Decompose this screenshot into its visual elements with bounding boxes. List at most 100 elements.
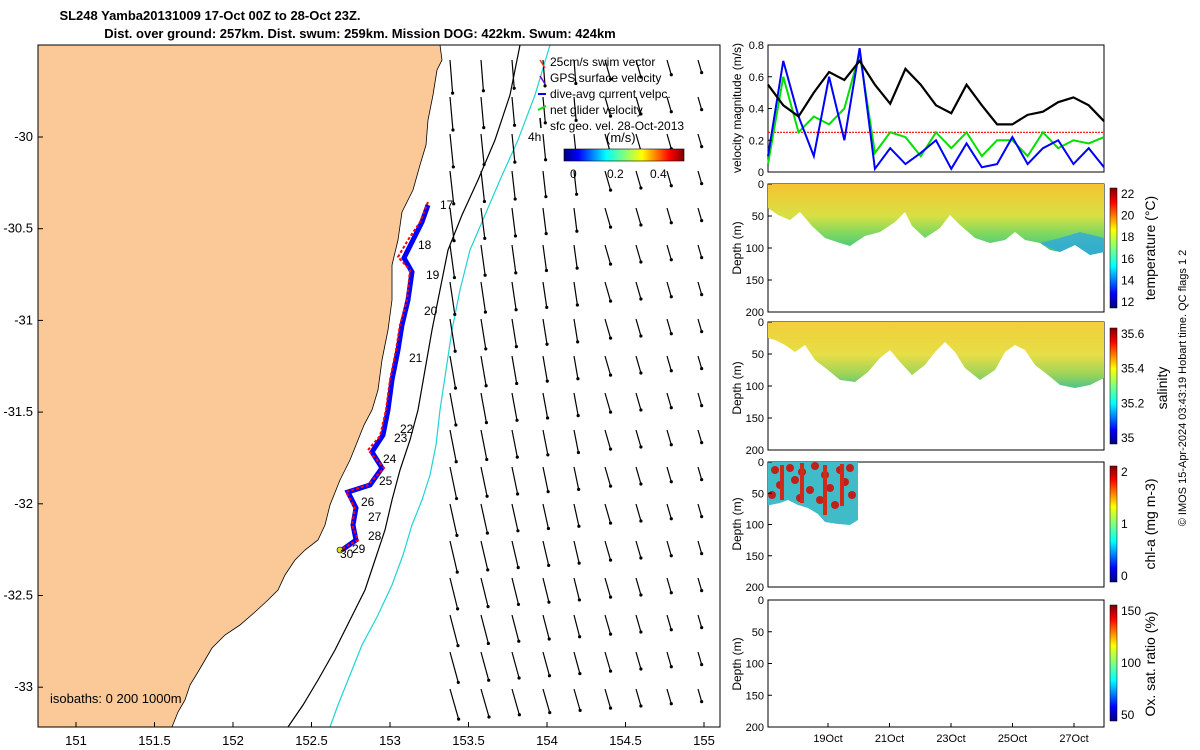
- current-vector: [573, 540, 580, 564]
- current-vector-head: [454, 496, 459, 501]
- track-end-marker: [336, 546, 344, 554]
- oxygen-panel: 0 50 100 150 200 150 100 50 19Oct 21Oct 23Oct 25Oc…: [730, 595, 1158, 745]
- current-vector: [542, 503, 549, 529]
- glider-track: [339, 201, 429, 551]
- chl-hotspots: [768, 462, 856, 515]
- current-vector-head: [517, 713, 521, 717]
- current-vector-head: [700, 329, 704, 334]
- current-vector-head: [456, 607, 460, 611]
- current-vector-head: [608, 558, 613, 562]
- colorbar-tick-label: 35.4: [1121, 362, 1145, 376]
- current-vector: [635, 59, 642, 78]
- current-vector-head: [608, 299, 613, 303]
- current-vector: [635, 466, 642, 485]
- current-vector-head: [545, 379, 549, 383]
- current-vector-head: [639, 260, 643, 264]
- current-vector-head: [453, 349, 457, 353]
- map-ytick-label: -30.5: [3, 221, 33, 236]
- current-vector: [542, 651, 551, 676]
- current-vector-head: [639, 519, 643, 523]
- chl-streak: [823, 465, 827, 515]
- current-vector: [480, 503, 488, 534]
- current-vector: [511, 133, 516, 163]
- map-xtick-label: 155: [693, 733, 715, 748]
- current-vector-head: [639, 334, 643, 338]
- current-vector-head: [608, 669, 613, 673]
- depth-tick-label: 50: [752, 211, 764, 223]
- current-vector-head: [486, 641, 490, 646]
- current-vector-head: [454, 460, 458, 464]
- current-vector: [449, 540, 458, 573]
- current-vector: [573, 59, 577, 84]
- colorbar-tick-label: 35.2: [1121, 396, 1145, 410]
- current-vector-head: [574, 81, 578, 86]
- colorbar-tick-label: 14: [1121, 273, 1135, 287]
- current-vector: [449, 59, 454, 94]
- current-vector-head: [669, 517, 673, 521]
- map-axis-ticks: 151 151.5 152 152.5 153 153.5 154 154.5 155 -30 -3…: [3, 129, 714, 748]
- colorbar-tick-label: 150: [1121, 604, 1141, 618]
- depth-tick-label: 150: [746, 275, 764, 287]
- current-vector: [604, 429, 612, 450]
- current-vector-head: [608, 188, 613, 192]
- chl-streak: [840, 464, 844, 506]
- colorbar-tick-label: 20: [1121, 209, 1135, 223]
- temperature-cblabel: temperature (°C): [1142, 196, 1158, 300]
- current-vector-head: [575, 266, 579, 270]
- current-vector-head: [455, 570, 459, 574]
- current-vector: [697, 318, 703, 332]
- current-vector-head: [513, 160, 517, 164]
- current-vector-head: [669, 73, 673, 77]
- current-vector-head: [453, 386, 458, 390]
- current-vector-head: [452, 275, 457, 280]
- current-vector: [542, 466, 549, 492]
- chl-hotspot: [846, 464, 854, 472]
- current-vector: [635, 392, 642, 411]
- current-vector-head: [575, 303, 579, 307]
- oxygen-ticks: 0 50 100 150 200 150 100 50: [746, 595, 1142, 734]
- current-vector: [697, 207, 703, 221]
- colorbar-tick-label: 16: [1121, 252, 1135, 266]
- current-vector: [511, 207, 517, 237]
- colorbar-tick-label: 12: [1121, 295, 1135, 309]
- salinity-field: [768, 322, 1104, 388]
- current-vector: [480, 651, 490, 681]
- map-panel: 151 151.5 152 152.5 153 153.5 154 154.5 155 -30 -3…: [3, 44, 721, 748]
- current-vector: [449, 577, 459, 610]
- current-vector: [635, 503, 642, 522]
- current-vector-head: [700, 70, 704, 75]
- chl-field: [768, 462, 858, 525]
- current-vector: [697, 244, 703, 258]
- current-vector-head: [577, 524, 581, 528]
- current-vector: [635, 96, 642, 115]
- current-vector-head: [608, 447, 613, 451]
- day-label: 24: [383, 452, 397, 466]
- current-vector-head: [517, 676, 521, 680]
- current-vector-head: [543, 121, 547, 125]
- temperature-colorbar: [1109, 187, 1118, 309]
- current-vector-head: [452, 202, 456, 206]
- legend-gps-symbol: [539, 75, 546, 85]
- current-vector-head: [639, 593, 643, 597]
- current-vector-head: [546, 490, 550, 494]
- chl-hotspot: [811, 462, 819, 470]
- current-vector: [666, 503, 672, 519]
- current-vector-head: [700, 292, 704, 297]
- current-vector-head: [512, 86, 516, 90]
- current-vector: [635, 318, 642, 337]
- oxygen-cblabel: Ox. sat. ratio (%): [1142, 611, 1158, 716]
- current-vector-head: [545, 342, 549, 346]
- current-vector: [511, 503, 519, 531]
- current-vector: [635, 281, 642, 300]
- current-vector: [542, 318, 548, 345]
- current-vector: [666, 651, 672, 667]
- current-vector: [604, 392, 612, 413]
- current-vector-head: [576, 377, 580, 381]
- current-vector-head: [639, 482, 643, 486]
- current-vector-head: [544, 195, 548, 199]
- current-vector: [635, 540, 642, 559]
- current-vector-head: [454, 423, 458, 427]
- current-vector: [697, 170, 703, 184]
- current-vector: [604, 466, 612, 487]
